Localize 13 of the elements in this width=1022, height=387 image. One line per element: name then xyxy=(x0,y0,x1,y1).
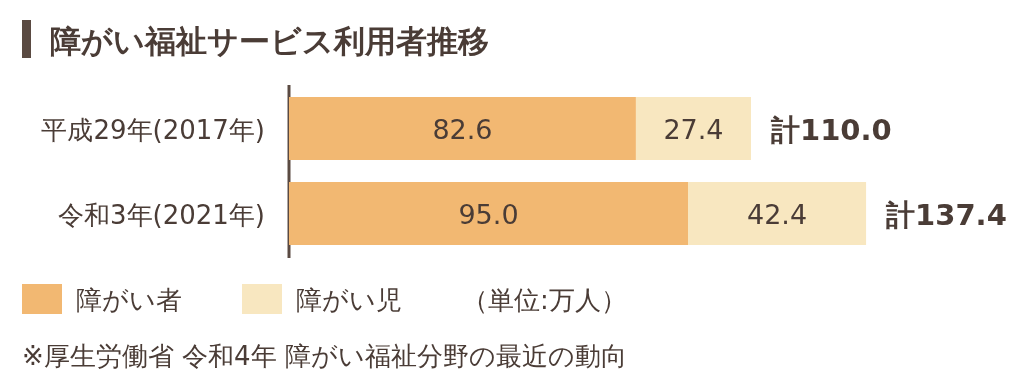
data-label: 95.0 xyxy=(458,198,519,230)
data-label: 27.4 xyxy=(663,113,724,145)
chart-title: 障がい福祉サービス利用者推移 xyxy=(50,23,489,59)
y-tick-label: 平成29年(2017年) xyxy=(41,114,265,145)
data-label: 82.6 xyxy=(432,113,493,145)
total-label: 計137.4 xyxy=(885,197,1007,232)
text: ※厚生労働省 令和4年 障がい福祉分野の最近の動向 xyxy=(22,341,627,371)
total-label: 計110.0 xyxy=(770,112,892,147)
data-label: 42.4 xyxy=(746,198,808,230)
legend-label: 障がい者 xyxy=(76,285,182,315)
text: （単位:万人） xyxy=(462,285,627,315)
y-tick-label: 令和3年(2021年) xyxy=(58,199,265,230)
legend-label: 障がい児 xyxy=(296,285,402,315)
